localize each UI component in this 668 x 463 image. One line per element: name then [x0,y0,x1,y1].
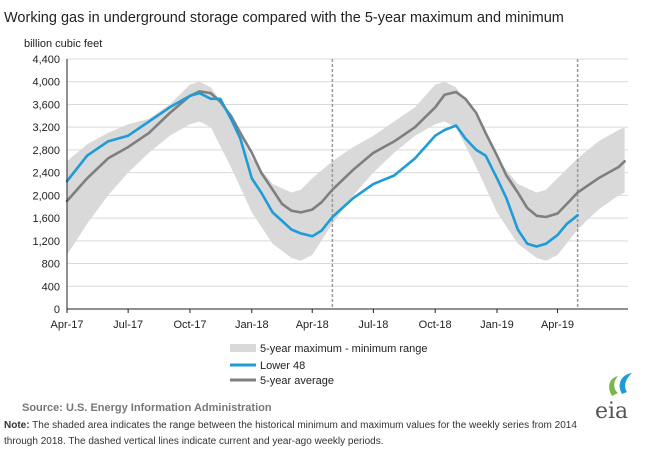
note-label: Note: [4,420,30,431]
y-tick-label: 4,000 [32,77,60,89]
x-tick-label: Apr-19 [541,319,574,331]
source-text: Source: U.S. Energy Information Administ… [22,402,272,414]
chart-title: Working gas in underground storage compa… [4,10,564,26]
x-tick-label: Jan-19 [480,319,514,331]
x-tick-label: Apr-17 [50,319,83,331]
y-axis-label: billion cubic feet [24,38,102,50]
legend-label-avg: 5-year average [260,375,334,387]
y-tick-label: 2,800 [32,145,60,157]
eia-logo-text: eia [595,399,628,424]
five-year-average-line [65,90,626,219]
x-tick-label: Oct-18 [419,319,452,331]
legend: 5-year maximum - minimum range Lower 48 … [230,343,427,387]
eia-logo-mark [609,376,618,396]
note-line-2: through 2018. The dashed vertical lines … [4,436,384,447]
axes [66,59,628,313]
dashed-lines [331,59,579,309]
x-tick-label: Jul-17 [113,319,143,331]
note-text-1: The shaded area indicates the range betw… [30,420,578,431]
range-band-area [67,81,625,261]
x-tick-label: Oct-17 [173,319,206,331]
y-tick-label: 0 [54,304,60,316]
y-tick-label: 1,600 [32,213,60,225]
legend-label-lower48: Lower 48 [260,360,305,372]
y-tick-labels: 0 400 800 1,200 1,600 2,000 2,400 2,800 3,200 3,6… [32,54,60,316]
series-lines [65,90,626,248]
y-tick-label: 2,000 [32,190,60,202]
legend-swatch-range [230,344,256,352]
range-band [67,81,625,261]
y-tick-label: 3,600 [32,99,60,111]
y-tick-label: 3,200 [32,122,60,134]
note-line-1: Note: The shaded area indicates the rang… [4,420,577,431]
y-tick-label: 800 [42,259,60,271]
x-tick-label: Apr-18 [296,319,329,331]
lower48-line [65,91,579,248]
eia-logo: eia [595,373,632,424]
y-tick-label: 400 [42,281,60,293]
x-tick-label: Jul-18 [358,319,388,331]
x-tick-label: Jan-18 [235,319,269,331]
legend-label-range: 5-year maximum - minimum range [260,343,427,355]
eia-logo-mark-2 [619,373,632,394]
y-tick-label: 2,400 [32,168,60,180]
y-tick-label: 1,200 [32,236,60,248]
y-tick-label: 4,400 [32,54,60,66]
x-tick-labels: Apr-17 Jul-17 Oct-17 Jan-18 Apr-18 Jul-18 Oct-… [50,319,573,331]
